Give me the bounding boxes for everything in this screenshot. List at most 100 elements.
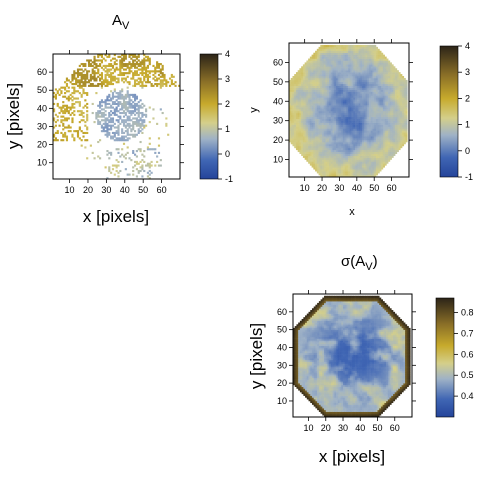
heatmap-cell — [358, 116, 361, 120]
heatmap-cell — [351, 76, 354, 79]
heatmap-cell — [356, 109, 359, 112]
heatmap-cell — [367, 105, 370, 108]
heatmap-cell — [323, 132, 326, 135]
heatmap-cell — [341, 107, 344, 110]
heatmap-cell — [372, 114, 375, 118]
heatmap-cell — [346, 74, 349, 77]
heatmap-cell — [341, 62, 344, 65]
heatmap-cell — [391, 153, 394, 156]
heatmap-cell — [384, 101, 387, 104]
heatmap-cell — [372, 97, 375, 100]
heatmap-cell — [313, 157, 316, 160]
heatmap-cell — [106, 126, 109, 129]
heatmap-cell — [393, 120, 396, 123]
heatmap-cell — [377, 64, 380, 67]
heatmap-cell — [344, 60, 347, 63]
heatmap-cell — [325, 54, 328, 57]
heatmap-cell — [377, 72, 380, 75]
heatmap-cell — [381, 52, 384, 55]
heatmap-cell — [315, 126, 318, 129]
heatmap-cell — [318, 46, 321, 50]
heatmap-cell — [159, 81, 162, 84]
heatmap-cell — [126, 130, 129, 133]
heatmap-cell — [342, 87, 345, 90]
heatmap-cell — [82, 82, 85, 86]
heatmap-cell — [381, 93, 384, 96]
heatmap-cell — [381, 99, 384, 102]
heatmap-cell — [353, 77, 356, 81]
heatmap-cell — [290, 116, 293, 120]
heatmap-cell — [69, 93, 72, 96]
heatmap-cell — [141, 115, 144, 118]
heatmap-cell — [337, 163, 340, 166]
heatmap-cell — [339, 50, 342, 54]
heatmap-cell — [375, 77, 378, 81]
heatmap-cell — [311, 62, 314, 65]
heatmap-cell — [132, 151, 135, 154]
heatmap-cell — [62, 124, 65, 127]
heatmap-cell — [141, 72, 144, 75]
heatmap-cell — [302, 128, 305, 131]
heatmap-cell — [367, 77, 370, 81]
heatmap-cell — [393, 143, 396, 147]
heatmap-cell — [332, 136, 335, 139]
heatmap-cell — [395, 136, 398, 139]
heatmap-cell — [351, 109, 354, 112]
heatmap-cell — [301, 85, 304, 88]
heatmap-cell — [334, 46, 337, 50]
heatmap-cell — [170, 73, 173, 77]
heatmap-cell — [122, 135, 126, 138]
heatmap-cell — [102, 126, 105, 129]
heatmap-cell — [110, 119, 113, 122]
heatmap-cell — [389, 128, 392, 131]
heatmap-cell — [375, 99, 378, 102]
heatmap-cell — [363, 77, 366, 81]
heatmap-cell — [132, 54, 135, 57]
heatmap-cell — [304, 145, 307, 149]
heatmap-cell — [384, 97, 387, 100]
heatmap-cell — [306, 159, 309, 162]
heatmap-cell — [172, 75, 175, 78]
heatmap-cell — [327, 126, 330, 129]
heatmap-cell — [372, 145, 375, 149]
heatmap-cell — [388, 81, 391, 85]
heatmap-cell — [353, 54, 356, 57]
heatmap-cell — [398, 145, 401, 149]
heatmap-cell — [365, 60, 368, 63]
heatmap-cell — [384, 81, 387, 85]
heatmap-cell — [302, 79, 305, 83]
heatmap-cell — [121, 131, 124, 135]
heatmap-cell — [329, 165, 332, 168]
heatmap-cell — [308, 161, 311, 164]
heatmap-cell — [351, 60, 354, 63]
heatmap-cell — [391, 99, 394, 102]
heatmap-cell — [391, 122, 394, 125]
heatmap-cell — [332, 167, 335, 170]
heatmap-cell — [313, 105, 316, 108]
heatmap-cell — [99, 63, 102, 66]
heatmap-cell — [313, 132, 316, 135]
heatmap-cell — [121, 72, 124, 75]
heatmap-cell — [382, 76, 385, 79]
heatmap-cell — [137, 106, 140, 109]
heatmap-cell — [362, 85, 365, 88]
heatmap-cell — [75, 72, 78, 75]
heatmap-cell — [309, 118, 312, 121]
heatmap-cell — [334, 70, 337, 73]
heatmap-cell — [334, 138, 337, 141]
heatmap-cell — [82, 90, 85, 93]
heatmap-cell — [80, 77, 83, 80]
heatmap-cell — [337, 122, 340, 125]
heatmap-cell — [348, 120, 351, 123]
heatmap-cell — [363, 126, 366, 129]
heatmap-cell — [367, 157, 370, 160]
heatmap-cell — [369, 56, 372, 59]
heatmap-cell — [304, 87, 307, 90]
heatmap-cell — [341, 151, 344, 154]
heatmap-cell — [362, 151, 365, 154]
heatmap-cell — [297, 85, 300, 88]
heatmap-cell — [301, 140, 304, 143]
heatmap-cell — [386, 122, 389, 125]
heatmap-cell — [355, 66, 358, 69]
heatmap-cell — [329, 140, 332, 143]
